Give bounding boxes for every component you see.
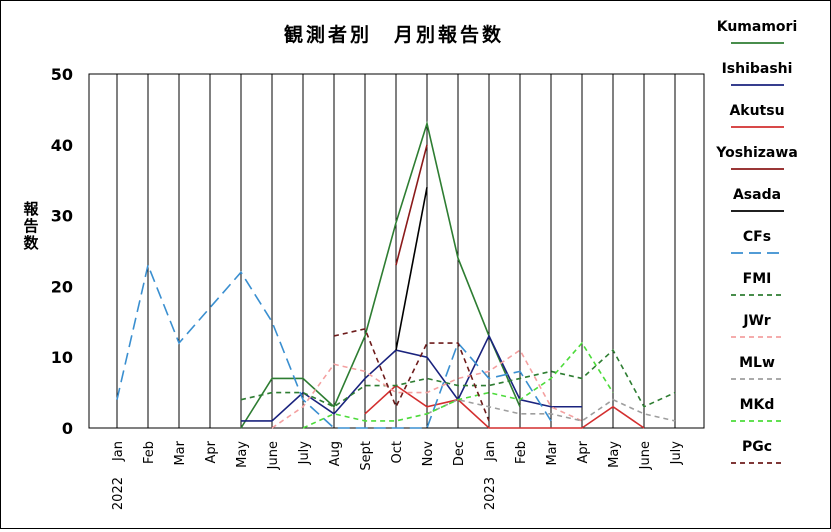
x-tick-label: Apr <box>576 440 591 463</box>
legend-label: FMI <box>743 271 772 287</box>
series-line <box>116 262 552 429</box>
x-tick-label: June <box>638 441 653 470</box>
x-tick-label: June <box>266 441 281 470</box>
y-tick-label: 20 <box>51 277 73 296</box>
x-tick-label: Jan <box>483 441 498 462</box>
chart-title: 観測者別 月別報告数 <box>284 23 504 46</box>
y-axis-ticks: 0 10 20 30 40 50 <box>51 65 73 438</box>
legend-label: Yoshizawa <box>715 145 798 161</box>
series-fmi <box>240 348 676 408</box>
series-line <box>364 384 645 429</box>
series-yoshizawa <box>395 144 428 266</box>
legend-label: Akutsu <box>729 103 784 119</box>
y-tick-label: 50 <box>51 65 73 84</box>
y-tick-label: 30 <box>51 207 73 226</box>
legend-label: JWr <box>742 313 770 329</box>
x-year-label: 2022 <box>111 477 126 510</box>
series-line <box>302 341 614 429</box>
series-lines <box>116 120 676 429</box>
series-cfs <box>116 262 552 429</box>
x-year-label: 2023 <box>483 477 498 510</box>
legend-label: PGc <box>742 439 772 455</box>
y-tick-label: 0 <box>62 419 73 438</box>
series-line <box>426 398 676 422</box>
x-axis-ticks: Jan Feb Mar Apr May June July Aug Sept Oct Nov Dec J… <box>111 440 684 510</box>
x-tick-label: Feb <box>142 441 157 464</box>
series-jwr <box>271 348 583 429</box>
legend-label: Asada <box>733 187 781 203</box>
x-tick-label: May <box>607 441 622 468</box>
series-kumamori <box>240 120 521 429</box>
series-line <box>240 120 521 429</box>
x-tick-label: July <box>669 441 684 466</box>
series-mlw <box>426 398 676 422</box>
series-line <box>240 348 676 408</box>
y-axis-label: 報告数 <box>23 200 39 252</box>
x-tick-label: Sept <box>359 441 374 471</box>
x-tick-label: Mar <box>545 440 560 465</box>
x-tick-label: Apr <box>204 440 219 463</box>
x-tick-label: Mar <box>173 440 188 465</box>
series-mkd <box>302 341 614 429</box>
series-asada <box>395 187 428 351</box>
series-line <box>395 187 428 351</box>
series-ishibashi <box>241 334 582 422</box>
legend-label: MKd <box>740 397 775 413</box>
x-tick-label: May <box>235 441 250 468</box>
series-line <box>241 334 582 422</box>
legend-label: Ishibashi <box>722 61 793 77</box>
x-tick-label: July <box>297 441 312 466</box>
vertical-gridlines <box>88 73 705 429</box>
legend-label: CFs <box>743 229 771 245</box>
y-tick-label: 10 <box>51 348 73 367</box>
x-tick-label: Aug <box>328 441 343 466</box>
x-tick-label: Feb <box>514 441 529 464</box>
series-line <box>271 348 583 429</box>
series-line <box>395 144 428 266</box>
y-tick-label: 40 <box>51 136 73 155</box>
series-akutsu <box>364 384 645 429</box>
x-tick-label: Oct <box>390 441 405 463</box>
x-tick-label: Jan <box>111 441 126 462</box>
legend-label: Kumamori <box>717 19 798 35</box>
legend-label: MLw <box>739 355 775 371</box>
x-tick-label: Dec <box>452 441 467 466</box>
legend: Kumamori Ishibashi Akutsu Yoshizawa Asada CFs… <box>715 19 798 464</box>
x-tick-label: Nov <box>421 441 436 467</box>
